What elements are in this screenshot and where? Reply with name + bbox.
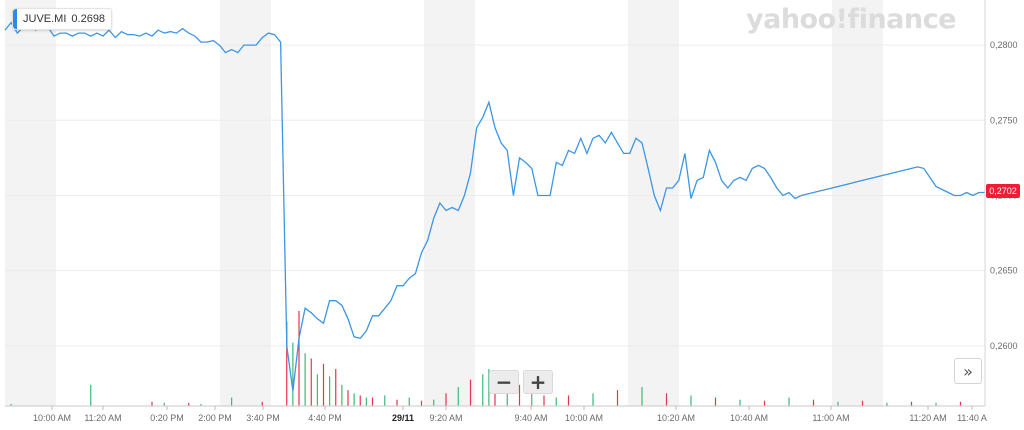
x-tick-label: 10:20 AM	[657, 413, 695, 423]
zoom-out-button[interactable]: −	[489, 370, 519, 394]
legend: JUVE.MI 0.2698	[12, 8, 113, 30]
background-band	[220, 0, 271, 406]
price-line	[4, 16, 985, 392]
x-tick-label: 9:20 AM	[429, 413, 462, 423]
legend-swatch	[13, 9, 17, 29]
background-band	[628, 0, 679, 406]
zoom-in-button[interactable]: +	[523, 370, 553, 394]
x-tick-label: 4:40 PM	[308, 413, 342, 423]
y-tick-label: 0,2600	[990, 341, 1018, 351]
legend-symbol: JUVE.MI	[23, 13, 67, 25]
volume-bars	[10, 311, 962, 406]
background-band	[5, 0, 56, 406]
x-tick-label: 9:40 AM	[514, 413, 547, 423]
x-tick-label: 29/11	[392, 413, 414, 423]
x-tick-label: 3:40 PM	[246, 413, 280, 423]
x-tick-label: 11:40 A	[957, 413, 987, 423]
expand-button[interactable]: »	[954, 358, 982, 384]
y-tick-label: 0,2650	[990, 266, 1018, 276]
x-tick-label: 10:40 AM	[730, 413, 768, 423]
x-tick-label: 2:00 PM	[198, 413, 232, 423]
y-tick-label: 0,2750	[990, 115, 1018, 125]
x-tick-label: 10:00 AM	[565, 413, 603, 423]
gridlines	[5, 44, 985, 347]
legend-value: 0.2698	[71, 13, 106, 25]
x-tick-label: 11:20 AM	[909, 413, 946, 423]
x-tick-label: 11:00 AM	[812, 413, 849, 423]
y-tick-label: 0,2800	[990, 40, 1018, 50]
background-band	[424, 0, 475, 406]
x-tick-label: 0:20 PM	[150, 413, 184, 423]
x-tick-label: 10:00 AM	[33, 413, 71, 423]
x-tick-label: 11:20 AM	[84, 413, 121, 423]
background-bands	[5, 0, 883, 406]
background-band	[832, 0, 883, 406]
current-price-badge: 0,2702	[986, 184, 1020, 198]
yahoo-finance-logo: yahoo!finance	[746, 4, 956, 35]
x-axis-ticks: 10:00 AM 11:20 AM 0:20 PM 2:00 PM 3:40 PM 4:4…	[33, 406, 987, 423]
